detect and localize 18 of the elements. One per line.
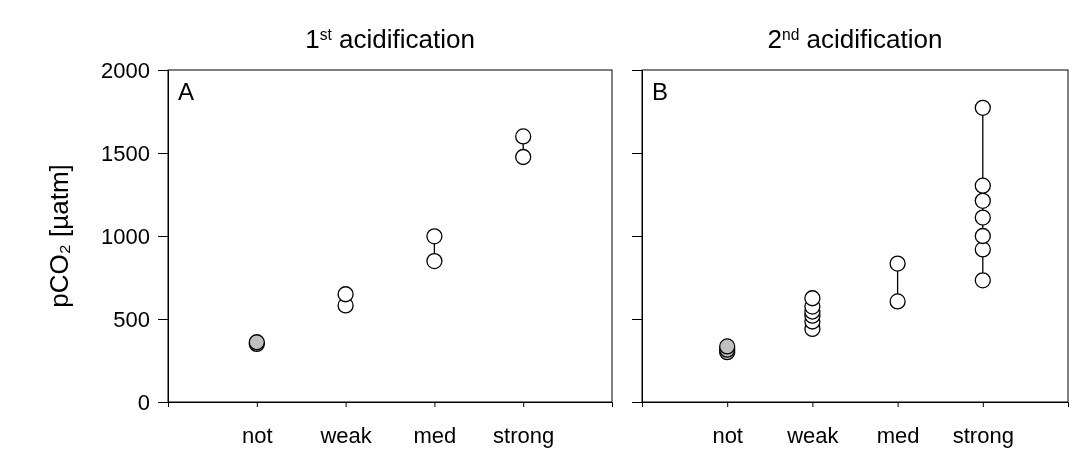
chart-title: 2$^{nd}$ acidification xyxy=(767,24,943,54)
annotation: A xyxy=(178,78,195,105)
y-tick-label: 500 xyxy=(113,306,150,332)
x-tick-label: weak xyxy=(786,422,840,448)
y-tick-label: 2000 xyxy=(101,57,150,83)
x-tick-label: strong xyxy=(493,422,555,448)
y-axis-title: pCO₂ [µatm] xyxy=(44,164,74,308)
y-tick-label: 0 xyxy=(137,389,150,415)
x-tick-label: weak xyxy=(319,422,373,448)
y-tick-label: 1000 xyxy=(101,223,150,249)
chart-title: 1$^{st}$ acidification xyxy=(305,24,475,54)
y-tick-label: 1500 xyxy=(101,140,150,166)
annotation: B xyxy=(652,78,669,105)
x-tick-label: med xyxy=(876,422,920,448)
x-tick-label: not xyxy=(712,422,743,448)
x-tick-label: not xyxy=(242,422,273,448)
x-tick-label: med xyxy=(413,422,457,448)
x-tick-label: strong xyxy=(952,422,1014,448)
